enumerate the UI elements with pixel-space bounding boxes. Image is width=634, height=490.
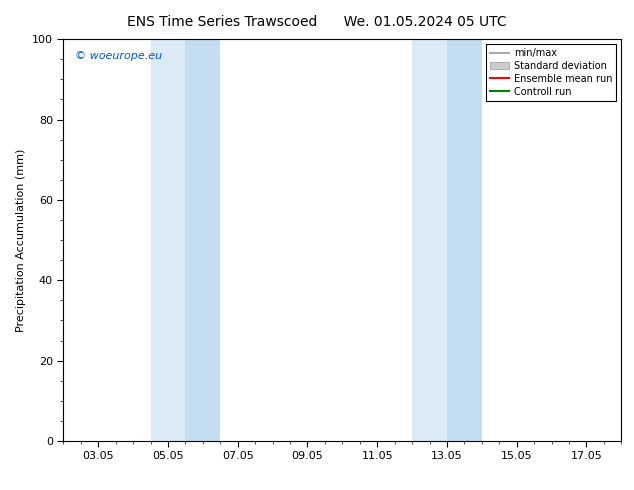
Bar xyxy=(412,39,482,441)
Bar xyxy=(447,39,482,441)
Bar xyxy=(185,39,221,441)
Text: © woeurope.eu: © woeurope.eu xyxy=(75,51,162,61)
Text: ENS Time Series Trawscoed      We. 01.05.2024 05 UTC: ENS Time Series Trawscoed We. 01.05.2024… xyxy=(127,15,507,29)
Bar xyxy=(150,39,221,441)
Y-axis label: Precipitation Accumulation (mm): Precipitation Accumulation (mm) xyxy=(16,148,27,332)
Legend: min/max, Standard deviation, Ensemble mean run, Controll run: min/max, Standard deviation, Ensemble me… xyxy=(486,44,616,100)
